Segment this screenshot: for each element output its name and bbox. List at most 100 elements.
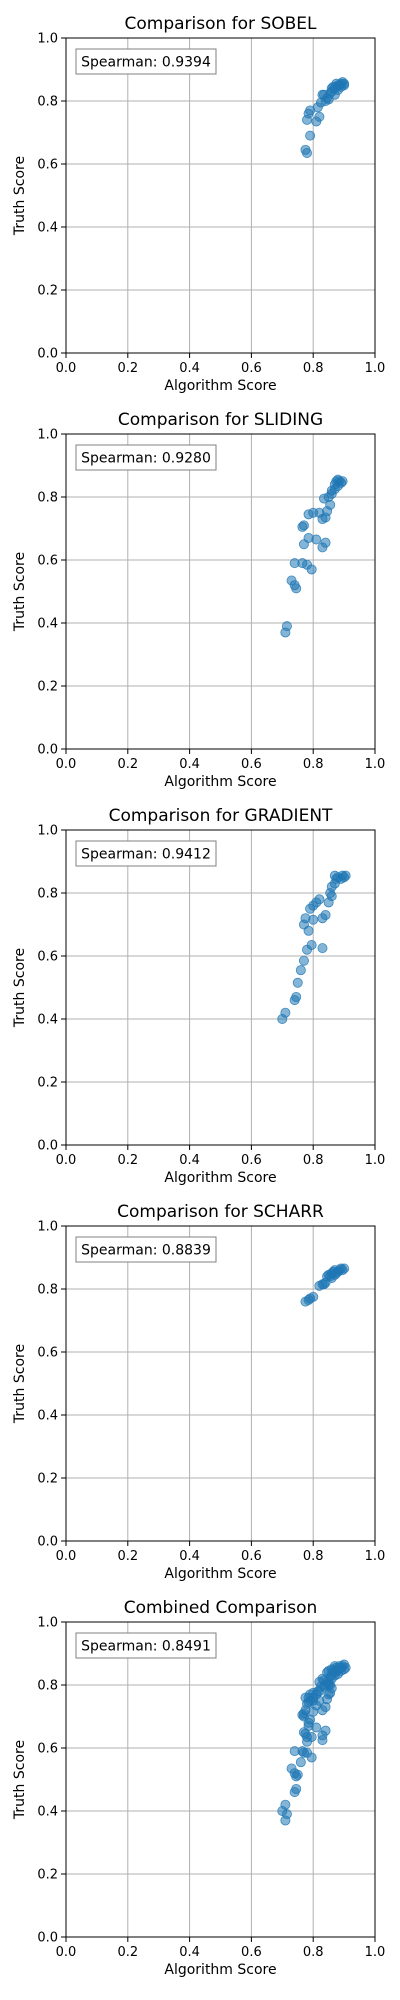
y-tick-label: 0.4 [37, 1013, 58, 1028]
chart-title: Comparison for SOBEL [124, 14, 317, 34]
y-tick-label: 0.2 [37, 680, 58, 695]
plot-frame [65, 433, 376, 750]
x-tick-label: 0.0 [56, 1153, 77, 1168]
x-tick-label: 0.6 [241, 1945, 262, 1960]
data-point [308, 1291, 319, 1302]
x-tick-label: 0.8 [303, 361, 324, 376]
data-point [289, 580, 300, 591]
x-tick-label: 1.0 [365, 361, 386, 376]
y-tick-label: 0.4 [37, 1409, 58, 1424]
data-point [291, 1783, 302, 1794]
x-tick-label: 0.6 [241, 361, 262, 376]
plot-frame [65, 1225, 376, 1542]
y-tick-label: 0.6 [37, 1346, 58, 1361]
y-tick-label: 0.8 [37, 95, 58, 110]
spearman-annotation: Spearman: 0.9280 [75, 444, 217, 471]
x-tick-label: 1.0 [365, 757, 386, 772]
y-tick-label: 0.0 [37, 1139, 58, 1154]
y-tick-label: 0.4 [37, 617, 58, 632]
data-point [292, 1769, 303, 1780]
x-tick-label: 0.8 [303, 757, 324, 772]
data-point [297, 521, 308, 532]
x-tick-label: 0.6 [241, 1153, 262, 1168]
data-point [305, 130, 316, 141]
annotation-text: Spearman: 0.8839 [81, 1243, 211, 1259]
data-point [295, 965, 306, 976]
data-point [320, 537, 331, 548]
annotation-box [75, 840, 217, 867]
x-tick-label: 0.2 [117, 1153, 138, 1168]
x-tick-label: 0.0 [56, 1945, 77, 1960]
y-tick-label: 1.0 [37, 428, 58, 443]
y-tick-label: 1.0 [37, 32, 58, 47]
y-tick-label: 0.2 [37, 1472, 58, 1487]
data-point [291, 991, 302, 1002]
data-point [298, 955, 309, 966]
y-tick-label: 0.2 [37, 1868, 58, 1883]
x-axis-label: Algorithm Score [164, 1962, 276, 1978]
data-point [317, 943, 328, 954]
x-axis-label: Algorithm Score [164, 1566, 276, 1582]
data-point [332, 480, 343, 491]
data-point [314, 111, 325, 122]
annotation-text: Spearman: 0.9394 [81, 55, 211, 71]
y-tick-label: 0.6 [37, 158, 58, 173]
annotation-box [75, 1632, 217, 1659]
x-tick-label: 0.2 [117, 757, 138, 772]
data-point [295, 1757, 306, 1768]
chart-panel-2: Comparison for SLIDING 0.00.0 0.2 0.2 0.4 0.4… [12, 410, 385, 790]
x-tick-label: 0.4 [179, 757, 200, 772]
data-point [340, 870, 351, 881]
x-axis-label: Algorithm Score [164, 774, 276, 790]
x-tick-label: 0.0 [56, 757, 77, 772]
data-point [319, 1279, 330, 1290]
chart-title: Combined Comparison [124, 1598, 318, 1618]
data-point [331, 78, 342, 89]
x-tick-label: 0.4 [179, 1549, 200, 1564]
y-tick-label: 0.4 [37, 221, 58, 236]
x-tick-label: 0.8 [303, 1945, 324, 1960]
y-axis-label: Truth Score [12, 1344, 28, 1424]
y-tick-label: 0.0 [37, 743, 58, 758]
x-tick-label: 0.0 [56, 1549, 77, 1564]
spearman-annotation: Spearman: 0.9412 [75, 840, 217, 867]
data-point [320, 512, 331, 523]
annotation-text: Spearman: 0.9280 [81, 451, 211, 467]
y-tick-label: 0.2 [37, 284, 58, 299]
data-point [306, 939, 317, 950]
y-tick-label: 0.8 [37, 1679, 58, 1694]
chart-title: Comparison for SLIDING [118, 410, 323, 430]
data-point [306, 1752, 317, 1763]
data-point [302, 147, 313, 158]
chart-title: Comparison for GRADIENT [109, 806, 333, 826]
y-tick-label: 0.0 [37, 347, 58, 362]
x-tick-label: 1.0 [365, 1153, 386, 1168]
x-tick-label: 0.2 [117, 361, 138, 376]
data-point [280, 1007, 291, 1018]
x-tick-label: 1.0 [365, 1549, 386, 1564]
chart-panel-5: Combined Comparison 0.00.0 0.2 0.2 0.4 0.4 0.6… [12, 1598, 385, 1978]
chart-panel-1: Comparison for SOBEL 0.00.0 0.2 0.2 0.4 0.4 0.… [12, 14, 385, 394]
y-tick-label: 0.6 [37, 950, 58, 965]
y-axis-label: Truth Score [12, 156, 28, 236]
y-tick-label: 0.6 [37, 554, 58, 569]
y-axis-label: Truth Score [12, 948, 28, 1028]
data-point [326, 488, 337, 499]
annotation-box [75, 444, 217, 471]
chart-panel-3: Comparison for GRADIENT 0.00.0 0.2 0.2 0.4 0.… [12, 806, 385, 1186]
data-point [311, 534, 322, 545]
data-point [314, 894, 325, 905]
data-point [280, 1799, 291, 1810]
y-tick-label: 0.8 [37, 1283, 58, 1298]
data-point [322, 1667, 333, 1678]
x-tick-label: 0.4 [179, 361, 200, 376]
spearman-annotation: Spearman: 0.8491 [75, 1632, 217, 1659]
annotation-text: Spearman: 0.9412 [81, 847, 211, 863]
x-axis-label: Algorithm Score [164, 1170, 276, 1186]
x-axis-label: Algorithm Score [164, 378, 276, 394]
y-tick-label: 0.2 [37, 1076, 58, 1091]
x-tick-label: 0.2 [117, 1549, 138, 1564]
y-axis-label: Truth Score [12, 552, 28, 632]
